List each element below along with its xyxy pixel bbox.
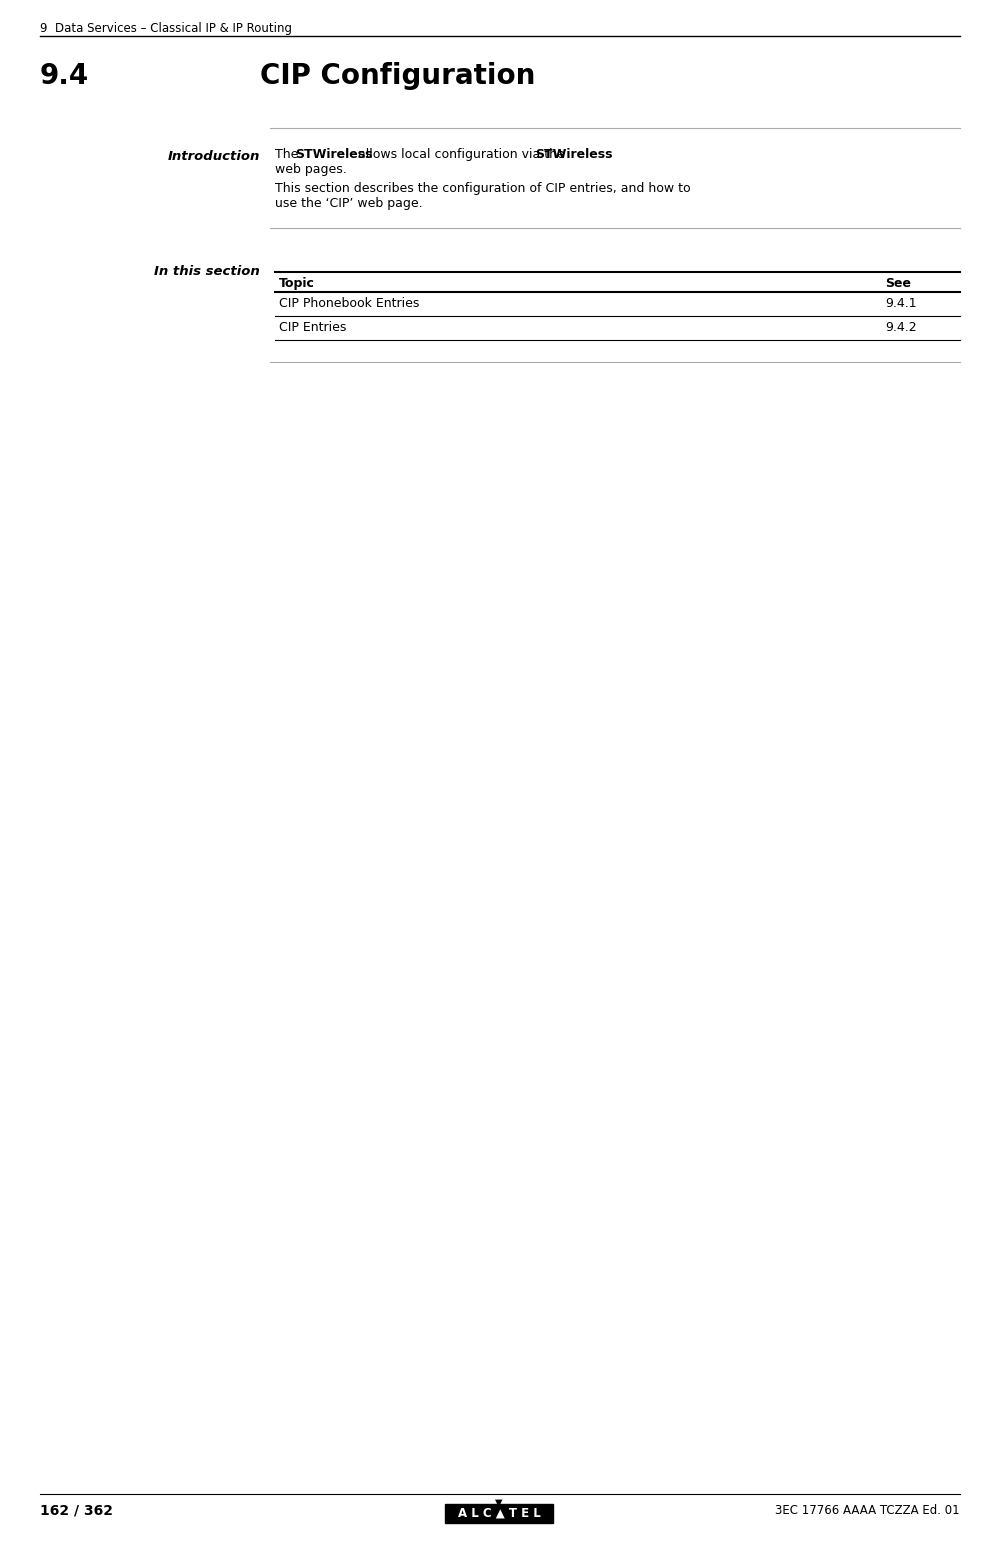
Text: 9.4.2: 9.4.2	[885, 321, 917, 333]
Text: See: See	[885, 278, 911, 290]
Text: 3EC 17766 AAAA TCZZA Ed. 01: 3EC 17766 AAAA TCZZA Ed. 01	[775, 1504, 960, 1517]
Text: STWireless: STWireless	[535, 148, 613, 160]
Text: Topic: Topic	[279, 278, 315, 290]
Text: This section describes the configuration of CIP entries, and how to: This section describes the configuration…	[275, 182, 690, 194]
Text: CIP Phonebook Entries: CIP Phonebook Entries	[279, 296, 420, 310]
Text: The: The	[275, 148, 303, 160]
Text: allows local configuration via the: allows local configuration via the	[354, 148, 568, 160]
Text: 162 / 362: 162 / 362	[40, 1504, 113, 1518]
Text: In this section: In this section	[154, 265, 260, 278]
Text: A L C ▲ T E L: A L C ▲ T E L	[458, 1508, 540, 1520]
Text: CIP Entries: CIP Entries	[279, 321, 347, 333]
Text: use the ‘CIP’ web page.: use the ‘CIP’ web page.	[275, 198, 423, 210]
Text: CIP Configuration: CIP Configuration	[260, 62, 535, 89]
Text: STWireless: STWireless	[295, 148, 373, 160]
Text: 9.4: 9.4	[40, 62, 89, 89]
Bar	[445, 1504, 553, 1523]
Text: web pages.: web pages.	[275, 164, 347, 176]
Text: 9.4.1: 9.4.1	[885, 296, 917, 310]
Text: ▼: ▼	[496, 1498, 502, 1508]
Text: 9  Data Services – Classical IP & IP Routing: 9 Data Services – Classical IP & IP Rout…	[40, 22, 292, 35]
Text: Introduction: Introduction	[168, 150, 260, 164]
